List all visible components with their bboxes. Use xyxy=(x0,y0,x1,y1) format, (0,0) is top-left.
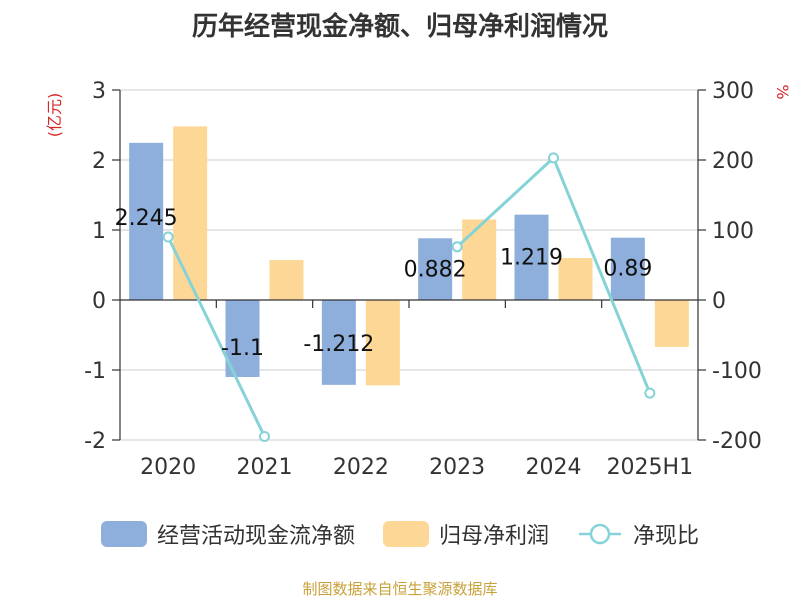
bar-net-profit xyxy=(462,219,497,300)
x-axis-tick-label: 2023 xyxy=(429,455,485,480)
chart-title: 历年经营现金净额、归母净利润情况 xyxy=(191,12,608,42)
left-axis-tick-label: 1 xyxy=(92,219,106,244)
ratio-line-segment xyxy=(456,156,555,248)
chart-legend: 经营活动现金流净额 归母净利润 净现比 xyxy=(0,518,800,550)
right-axis-tick-label: 0 xyxy=(712,289,726,314)
left-axis-tick-label: -2 xyxy=(84,429,106,454)
bar-net-profit xyxy=(365,300,400,386)
data-label-cash-flow: -1.212 xyxy=(303,332,374,357)
left-axis-tick-label: 3 xyxy=(92,79,106,104)
bar-net-profit xyxy=(654,300,689,347)
legend-swatch-profit xyxy=(382,521,429,547)
ratio-point xyxy=(259,431,270,442)
left-axis-tick-label: -1 xyxy=(84,359,106,384)
legend-label-cash: 经营活动现金流净额 xyxy=(156,524,355,549)
left-axis-tick-label: 2 xyxy=(92,149,106,174)
legend-item-profit[interactable]: 归母净利润 xyxy=(382,518,549,550)
legend-label-profit: 归母净利润 xyxy=(438,524,549,549)
legend-item-ratio[interactable]: 净现比 xyxy=(577,518,699,550)
ratio-line-segment xyxy=(166,236,266,438)
right-axis-tick-label: 300 xyxy=(712,79,754,104)
bar-cash-flow xyxy=(418,238,453,300)
data-label-cash-flow: 0.882 xyxy=(404,257,467,282)
bar-cash-flow xyxy=(321,300,356,385)
x-axis-tick-label: 2025H1 xyxy=(607,455,694,480)
left-axis-unit: (亿元) xyxy=(45,93,64,138)
right-axis-unit: % xyxy=(773,84,792,99)
bar-cash-flow xyxy=(514,214,549,300)
x-axis-tick-label: 2020 xyxy=(140,455,196,480)
data-label-cash-flow: 1.219 xyxy=(500,246,563,271)
right-axis-tick-label: 200 xyxy=(712,149,754,174)
ratio-line-segment xyxy=(552,157,652,394)
bar-cash-flow xyxy=(610,237,645,300)
x-axis-tick-label: 2024 xyxy=(526,455,582,480)
ratio-point xyxy=(162,231,174,243)
bar-net-profit xyxy=(558,258,593,300)
right-axis-tick-label: -100 xyxy=(712,359,762,384)
left-axis-tick-label: 0 xyxy=(92,289,106,314)
ratio-point xyxy=(644,387,656,399)
right-axis-tick-label: -200 xyxy=(712,429,762,454)
data-source-note: 制图数据来自恒生聚源数据库 xyxy=(302,580,498,598)
legend-swatch-ratio xyxy=(579,523,621,545)
legend-label-ratio: 净现比 xyxy=(633,524,700,549)
x-axis-tick-label: 2022 xyxy=(333,455,389,480)
data-label-cash-flow: 0.89 xyxy=(603,257,652,282)
ratio-point xyxy=(548,152,559,164)
bar-net-profit xyxy=(269,260,304,300)
bar-net-profit xyxy=(173,126,208,301)
legend-swatch-cash xyxy=(100,521,147,547)
ratio-point xyxy=(451,241,463,253)
data-label-cash-flow: -1.1 xyxy=(221,336,264,361)
right-axis-tick-label: 100 xyxy=(712,219,754,244)
bar-cash-flow xyxy=(129,142,164,300)
x-axis-tick-label: 2021 xyxy=(237,455,293,480)
data-label-cash-flow: 2.245 xyxy=(115,206,178,231)
legend-item-cash[interactable]: 经营活动现金流净额 xyxy=(100,518,355,550)
